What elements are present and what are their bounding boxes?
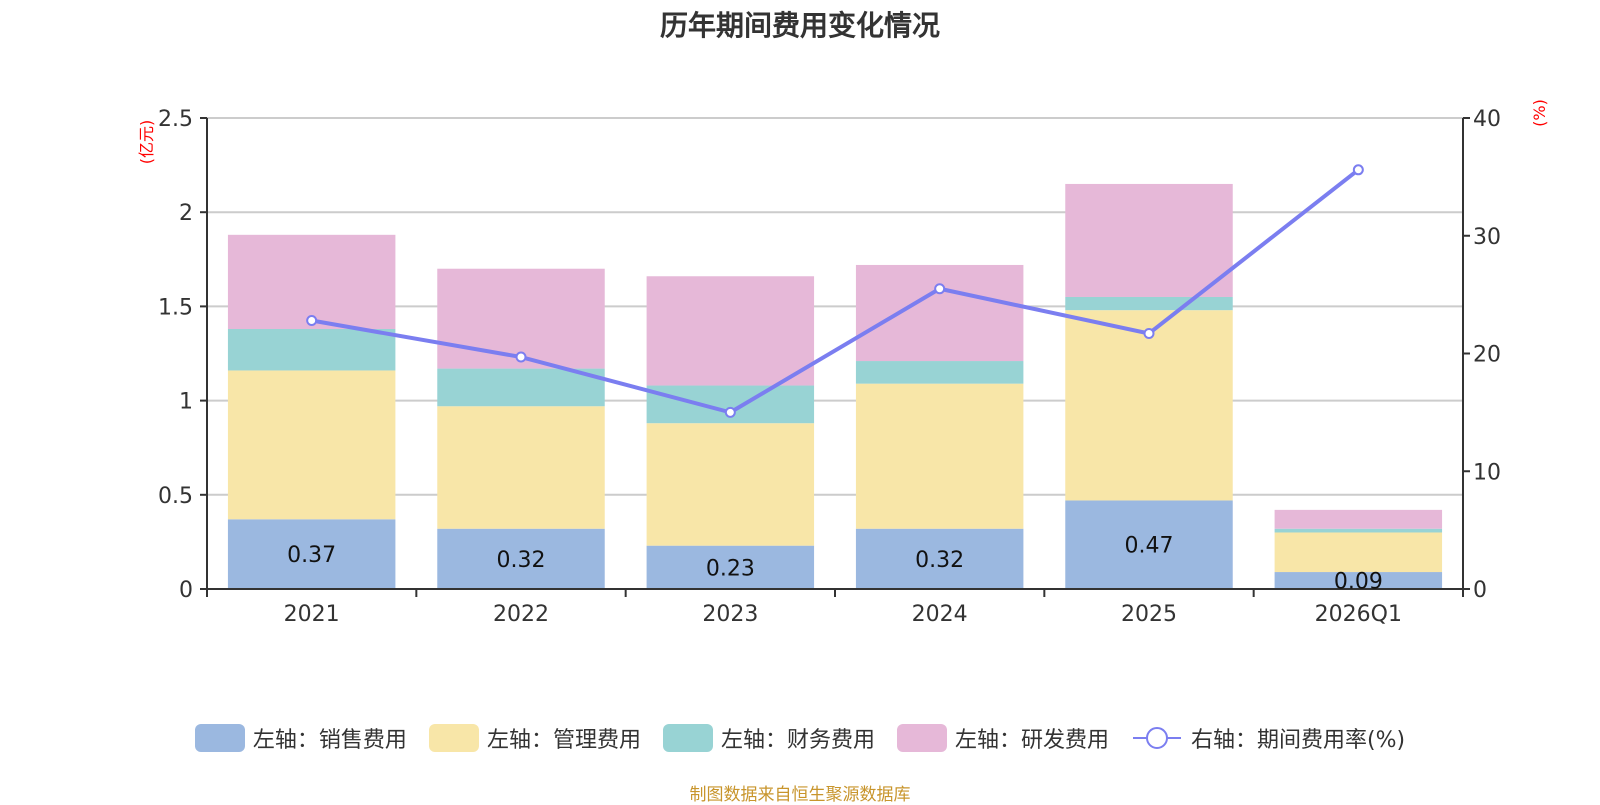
bar-segment-3-2026Q1[interactable] [1274, 528, 1443, 533]
left-axis-tick-label: 2.5 [158, 107, 193, 132]
bar-segment-2-2023[interactable] [646, 423, 815, 546]
legend-label: 左轴：研发费用 [954, 728, 1109, 753]
bar-segment-3-2022[interactable] [437, 368, 605, 407]
bar-series [227, 183, 1443, 589]
rate-point-2022[interactable] [515, 351, 527, 363]
legend-label: 左轴：销售费用 [252, 728, 407, 753]
x-axis-tick-label: 2026Q1 [1315, 602, 1402, 627]
legend-item-2[interactable]: 左轴：管理费用 [428, 722, 641, 754]
bar-segment-1-2024[interactable] [855, 528, 1024, 589]
x-axis-tick-label: 2021 [284, 602, 340, 627]
left-axis-tick-label: 0.5 [158, 484, 193, 509]
bar-data-label: 0.09 [1334, 570, 1383, 595]
legend-line-marker-icon [1132, 727, 1181, 749]
grid-lines [207, 117, 1463, 496]
bar-segment-4-2023[interactable] [646, 276, 815, 386]
bar-segment-1-2023[interactable] [646, 545, 815, 589]
legend-swatch-icon [662, 724, 713, 752]
bar-segment-4-2024[interactable] [855, 264, 1024, 362]
right-axis-tick-label: 20 [1473, 343, 1501, 368]
data-labels: 0.37 0.32 0.23 0.32 0.47 0.09 [287, 534, 1383, 595]
rate-point-2026Q1[interactable] [1352, 164, 1364, 176]
x-axis-tick-label: 2025 [1121, 602, 1177, 627]
left-axis-tick-label: 0 [179, 578, 193, 603]
legend-label: 右轴：期间费用率(%) [1190, 728, 1406, 753]
rate-point-2025[interactable] [1143, 327, 1155, 339]
bar-segment-4-2021[interactable] [227, 234, 396, 330]
axes: 0 0.5 1 1.5 2 2.5 0 10 20 30 40 2021 2022 2023 2024 202… [158, 107, 1501, 627]
data-source-note: 制图数据来自恒生聚源数据库 [689, 785, 911, 805]
bar-segment-2-2021[interactable] [227, 370, 396, 520]
chart-title: 历年期间费用变化情况 [659, 9, 940, 42]
bar-data-label: 0.23 [706, 556, 755, 581]
x-axis-tick-label: 2024 [912, 602, 968, 627]
bar-segment-4-2025[interactable] [1065, 183, 1233, 297]
right-axis-unit-label: (%) [1530, 99, 1549, 127]
bar-segment-3-2025[interactable] [1065, 296, 1233, 311]
bar-segment-1-2021[interactable] [227, 519, 396, 589]
bar-segment-1-2025[interactable] [1065, 500, 1233, 589]
right-axis-tick-label: 10 [1473, 460, 1501, 485]
bar-segment-2-2022[interactable] [437, 406, 605, 529]
rate-line-series [306, 164, 1364, 418]
left-axis-tick-label: 1.5 [158, 295, 193, 320]
rate-point-2024[interactable] [934, 283, 946, 295]
legend-swatch-icon [896, 724, 947, 752]
rate-point-2023[interactable] [724, 406, 736, 418]
bar-segment-2-2024[interactable] [855, 383, 1024, 529]
bar-segment-1-2022[interactable] [437, 528, 605, 589]
legend-swatch-icon [194, 724, 245, 752]
bar-segment-4-2026Q1[interactable] [1274, 509, 1443, 529]
bar-segment-3-2021[interactable] [227, 329, 396, 371]
legend-swatch-icon [428, 724, 479, 752]
legend-label: 左轴：管理费用 [486, 728, 641, 753]
legend-label: 左轴：财务费用 [720, 728, 875, 753]
right-axis-tick-label: 40 [1473, 107, 1501, 132]
right-axis-tick-label: 30 [1473, 225, 1501, 250]
legend-item-3[interactable]: 左轴：财务费用 [662, 722, 875, 754]
bar-segment-3-2024[interactable] [855, 361, 1024, 384]
legend: 左轴：销售费用 左轴：管理费用 左轴：财务费用 左轴：研发费用 右轴：期间费用率(%) [0, 722, 1600, 754]
left-axis-tick-label: 2 [179, 201, 193, 226]
x-axis-tick-label: 2022 [493, 602, 549, 627]
legend-item-5[interactable]: 右轴：期间费用率(%) [1131, 722, 1405, 754]
bar-data-label: 0.47 [1125, 534, 1174, 559]
legend-item-4[interactable]: 左轴：研发费用 [896, 722, 1109, 754]
bar-data-label: 0.32 [497, 548, 546, 573]
x-axis-tick-label: 2023 [702, 602, 758, 627]
legend-item-1[interactable]: 左轴：销售费用 [194, 722, 407, 754]
bar-data-label: 0.37 [287, 543, 336, 568]
rate-point-2021[interactable] [306, 315, 318, 327]
left-axis-tick-label: 1 [179, 390, 193, 415]
bar-segment-1-2026Q1[interactable] [1274, 572, 1443, 589]
bar-data-label: 0.32 [915, 548, 964, 573]
rate-line [311, 168, 1360, 415]
right-axis-tick-label: 0 [1473, 578, 1487, 603]
left-axis-unit-label: (亿元) [137, 120, 156, 165]
bar-segment-2-2026Q1[interactable] [1274, 532, 1443, 573]
chart-plot: 0 0.5 1 1.5 2 2.5 0 10 20 30 40 2021 2022 2023 2024 202… [137, 99, 1549, 627]
bar-segment-2-2025[interactable] [1065, 310, 1233, 501]
